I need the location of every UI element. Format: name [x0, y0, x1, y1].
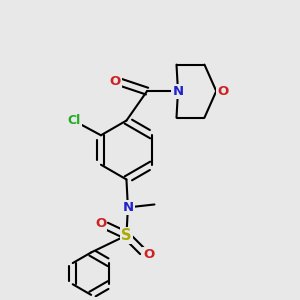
- Text: O: O: [217, 85, 228, 98]
- Text: O: O: [110, 75, 121, 88]
- Text: N: N: [172, 85, 184, 98]
- Text: N: N: [122, 201, 134, 214]
- Text: O: O: [143, 248, 154, 261]
- Text: S: S: [121, 228, 132, 243]
- Text: Cl: Cl: [68, 114, 81, 127]
- Text: O: O: [95, 217, 106, 230]
